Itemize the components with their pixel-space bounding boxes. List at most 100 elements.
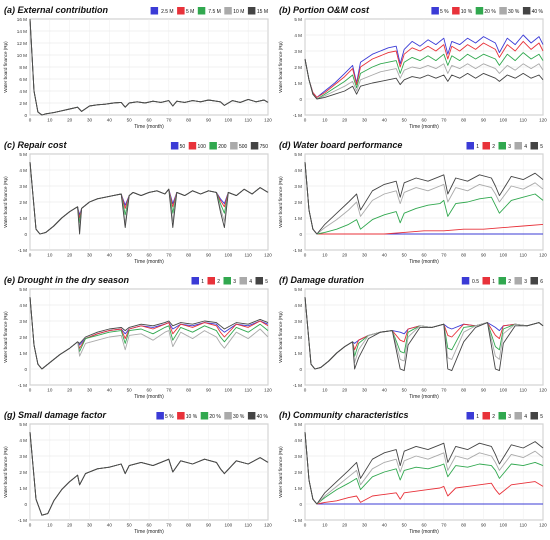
legend-label: 1 [476,414,479,420]
chart-panel-6: -1 M01 M2 M3 M4 M5 M0 10 20 30 40 50 60 70 80 90 1… [278,275,547,400]
series-line-4 [304,431,544,505]
legend-label: 2 [508,279,511,285]
x-tick-label: 110 [520,253,528,258]
x-tick-label: 10 [322,523,328,528]
legend-label: 2 [492,414,495,420]
x-tick-label: 110 [520,523,528,528]
legend-label: 4 [524,414,527,420]
legend-label: 750 [260,144,269,150]
legend-swatch [482,142,490,150]
series-line-3 [304,161,544,235]
y-tick-label: 5 M [294,422,302,427]
x-tick-label: 110 [245,118,253,123]
y-tick-label: 0 [299,232,302,237]
legend-label: 10 M [233,9,244,15]
y-tick-label: 6 M [19,77,27,82]
y-tick-label: 3 M [19,454,27,459]
chart-panel-1: 0 2 M 4 M 6 M 8 M 10 M 12 M 14 M 16 M 0 10 20 30 40 50… [3,5,272,130]
chart-title: (e) Drought in the dry season [4,275,130,285]
x-tick-label: 20 [67,523,73,528]
x-tick-label: 30 [362,253,368,258]
series-line-4 [304,161,544,235]
legend-label: 1 [201,279,204,285]
legend-label: 30 % [233,414,245,420]
series-line-5 [304,431,544,505]
x-tick-label: 100 [499,118,507,123]
series-line-1 [304,34,544,98]
y-tick-label: 14 M [17,29,27,34]
legend-swatch [466,412,474,420]
chart-title: (g) Small damage factor [4,410,107,420]
y-tick-label: 3 M [19,319,27,324]
x-tick-label: 0 [29,253,32,258]
x-tick-label: 20 [67,253,73,258]
y-tick-label: -1 M [18,383,27,388]
legend-swatch [466,142,474,150]
series-line-4 [304,58,544,100]
legend-label: 10 % [461,9,473,15]
chart-title: (c) Repair cost [4,140,68,150]
x-tick-label: 50 [402,523,408,528]
y-tick-label: 3 M [294,454,302,459]
x-tick-label: 100 [499,523,507,528]
x-axis-label: Time (month) [134,394,164,400]
x-tick-label: 70 [441,253,447,258]
x-tick-label: 80 [186,118,192,123]
series-line-5 [304,58,544,100]
legend-label: 200 [218,144,227,150]
legend-swatch [461,277,470,285]
legend-label: 3 [508,414,511,420]
x-tick-label: 20 [342,523,348,528]
y-tick-label: 2 M [294,470,302,475]
chart-title: (f) Damage duration [279,275,365,285]
y-tick-label: -1 M [293,518,302,523]
x-tick-label: 0 [29,388,32,393]
legend-swatch [482,412,490,420]
x-tick-label: 50 [402,253,408,258]
y-axis-label: Water board finance (Rp) [278,311,283,363]
x-tick-label: 40 [382,253,388,258]
legend-label: 40 % [257,414,269,420]
legend-label: 20 % [209,414,221,420]
x-tick-label: 0 [29,118,32,123]
chart-panel-4: -1 M01 M2 M3 M4 M5 M0 10 20 30 40 50 60 70 80 90 1… [278,140,547,265]
legend-label: 5 % [440,9,449,15]
x-tick-label: 120 [539,253,547,258]
x-tick-label: 30 [362,118,368,123]
x-tick-label: 90 [481,523,487,528]
series-line-3 [304,52,544,100]
x-tick-label: 100 [499,253,507,258]
y-tick-label: 0 [299,97,302,102]
x-tick-label: 20 [342,118,348,123]
y-axis-label: Water board finance (Rp) [278,176,283,228]
x-tick-label: 80 [186,388,192,393]
legend-label: 5 M [186,9,194,15]
x-axis-label: Time (month) [134,259,164,265]
x-axis-label: Time (month) [134,529,164,535]
y-tick-label: 1 M [294,351,302,356]
legend-swatch [191,277,199,285]
y-tick-label: 4 M [19,303,27,308]
y-tick-label: -1 M [293,383,302,388]
chart-title: (a) External contribution [4,5,109,15]
y-tick-label: 0 [24,367,27,372]
x-tick-label: 70 [441,388,447,393]
y-axis-label: Water board finance (Rp) [3,446,8,498]
x-axis-label: Time (month) [409,124,439,130]
x-tick-label: 40 [107,118,113,123]
legend-label: 1 [476,144,479,150]
legend-label: 500 [239,144,248,150]
series-line-5 [29,161,269,235]
legend-swatch [499,7,507,15]
legend-label: 5 [540,414,543,420]
x-tick-label: 70 [441,118,447,123]
x-tick-label: 100 [224,253,232,258]
y-tick-label: 2 M [19,335,27,340]
y-tick-label: 1 M [294,81,302,86]
legend-label: 3 [524,279,527,285]
y-tick-label: 5 M [294,287,302,292]
y-tick-label: 4 M [294,303,302,308]
y-tick-label: 3 M [294,49,302,54]
legend-label: 15 M [257,9,268,15]
x-tick-label: 10 [47,118,53,123]
